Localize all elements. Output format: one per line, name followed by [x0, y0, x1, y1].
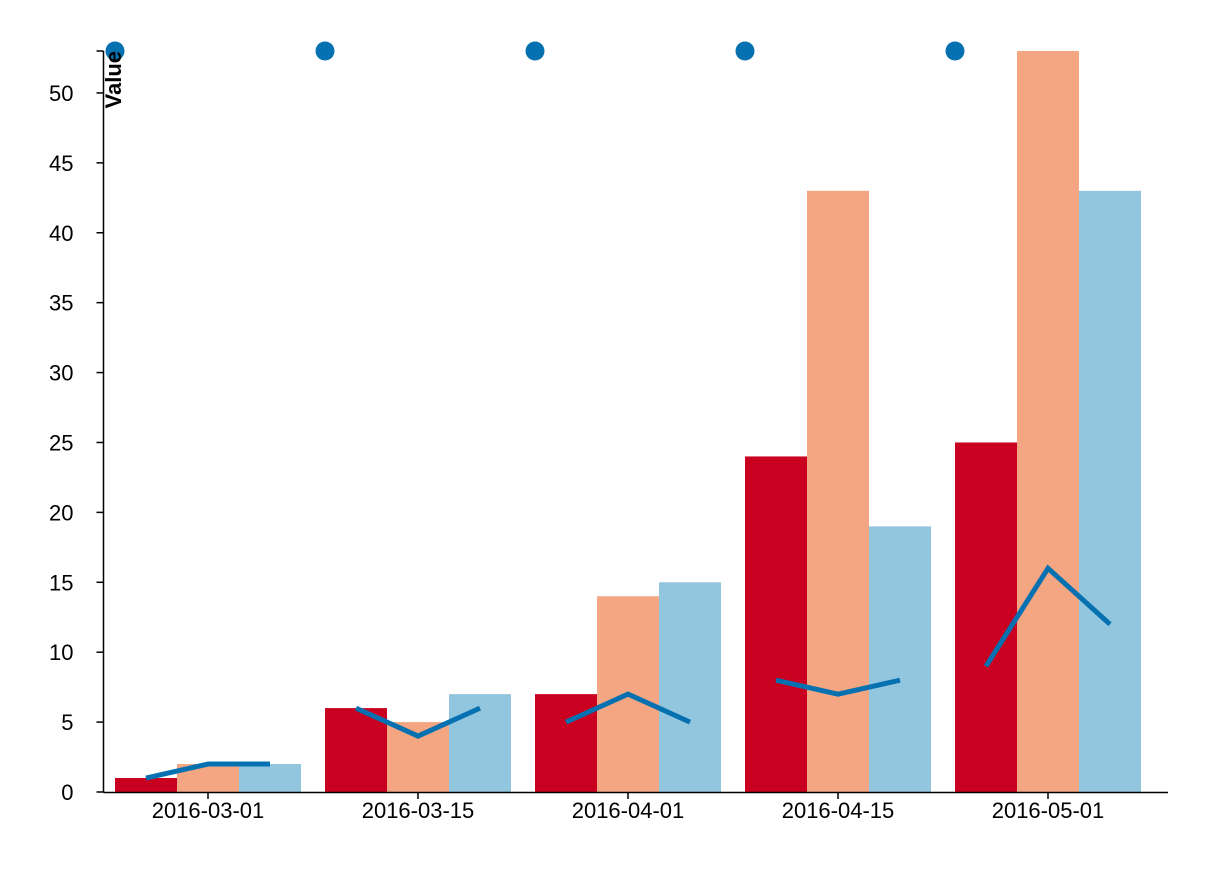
y-tick-label: 20 [49, 500, 73, 525]
y-tick-label: 45 [49, 151, 73, 176]
y-tick-label: 25 [49, 430, 73, 455]
bar [239, 764, 301, 792]
bar [869, 526, 931, 792]
bar [955, 442, 1017, 792]
top-marker [525, 41, 545, 61]
y-tick-label: 0 [61, 780, 73, 805]
line-layer [145, 564, 1112, 781]
x-tick-label: 2016-05-01 [992, 798, 1105, 823]
y-axis-title: Value [101, 51, 126, 108]
y-axis: 0 5 10 15 20 25 30 35 40 45 50 [49, 50, 105, 805]
marker-layer [105, 41, 965, 61]
x-tick-label: 2016-04-15 [782, 798, 895, 823]
line-segment [775, 677, 901, 697]
x-tick-label: 2016-03-01 [152, 798, 265, 823]
bar [807, 190, 869, 792]
x-tick-label: 2016-04-01 [572, 798, 685, 823]
bar [659, 582, 721, 792]
bar [115, 778, 177, 792]
bar [745, 456, 807, 792]
y-tick-label: 15 [49, 570, 73, 595]
line-segment [983, 564, 1112, 668]
y-tick-label: 40 [49, 221, 73, 246]
bar-layer [115, 51, 1141, 792]
top-marker [315, 41, 335, 61]
x-tick-label: 2016-03-15 [362, 798, 475, 823]
bar [387, 722, 449, 792]
line-segment [354, 705, 482, 739]
line-segment [145, 761, 270, 781]
bar [535, 694, 597, 792]
bar [325, 708, 387, 792]
y-tick-label: 5 [61, 710, 73, 735]
y-tick-label: 35 [49, 291, 73, 316]
line-segment [564, 691, 692, 725]
x-axis: 2016-03-01 2016-03-15 2016-04-01 2016-04-15… [103, 791, 1168, 823]
bar [1079, 190, 1141, 792]
top-marker [735, 41, 755, 61]
top-marker [105, 41, 125, 61]
y-tick-label: 10 [49, 640, 73, 665]
bar [1017, 51, 1079, 792]
y-tick-label: 50 [49, 81, 73, 106]
y-tick-label: 30 [49, 361, 73, 386]
top-marker [945, 41, 965, 61]
